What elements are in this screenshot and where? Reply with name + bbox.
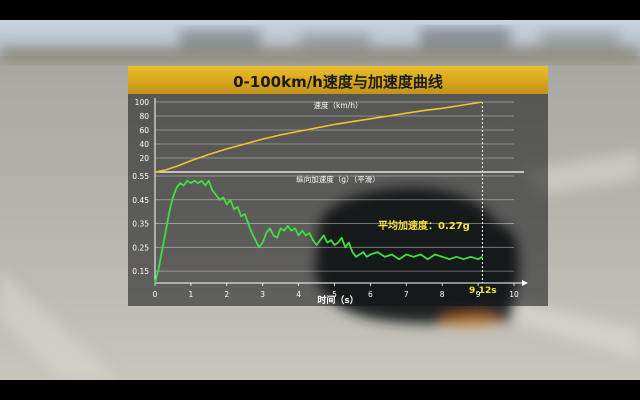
speed-panel-label: 速度（km/h） <box>314 100 363 110</box>
title-banner <box>128 66 548 94</box>
gridlines <box>155 101 514 272</box>
x-tick-label: 7 <box>404 290 409 299</box>
x-tick-label: 9 <box>476 290 481 299</box>
tick-labels: 20 40 60 80 100 0.15 0.25 0.35 0.45 0.55 0 1 2 3 4 5 6 7 8… <box>132 98 519 299</box>
x-tick-label: 2 <box>224 290 229 299</box>
letterbox-top <box>0 0 640 20</box>
series <box>154 101 483 284</box>
y-tick-label: 100 <box>135 98 150 107</box>
y-tick-label: 20 <box>139 154 149 163</box>
x-axis-arrow <box>522 280 528 286</box>
chart-title: 0-100km/h速度与加速度曲线 <box>233 73 443 91</box>
average-acceleration-annotation: 平均加速度：0.27g <box>378 219 470 232</box>
y-tick-label: 0.55 <box>132 172 149 181</box>
x-tick-label: 1 <box>189 290 194 299</box>
acceleration-panel-label: 纵向加速度（g）（平滑） <box>296 174 380 184</box>
distant-buildings <box>0 28 640 62</box>
x-tick-label: 8 <box>440 290 445 299</box>
acceleration-line <box>154 179 483 284</box>
x-tick-label: 6 <box>368 290 373 299</box>
speed-line <box>154 101 483 173</box>
y-tick-label: 0.45 <box>132 196 149 205</box>
letterbox-bottom <box>0 380 640 400</box>
x-tick-label: 3 <box>260 290 265 299</box>
road-markings <box>0 150 640 380</box>
y-tick-label: 60 <box>139 126 149 135</box>
y-tick-label: 40 <box>139 140 149 149</box>
y-tick-label: 0.25 <box>132 243 149 252</box>
x-tick-label: 0 <box>153 290 158 299</box>
x-tick-label: 10 <box>509 290 519 299</box>
x-tick-label: 5 <box>332 290 337 299</box>
marker-label: 9.12s <box>469 286 497 296</box>
x-axis-label: 时间（s） <box>317 294 358 306</box>
x-tick-label: 4 <box>296 290 301 299</box>
y-tick-label: 0.35 <box>132 220 149 229</box>
chart-panel <box>128 66 548 306</box>
y-tick-label: 80 <box>139 112 149 121</box>
y-tick-label: 0.15 <box>132 267 149 276</box>
axes <box>154 98 528 286</box>
